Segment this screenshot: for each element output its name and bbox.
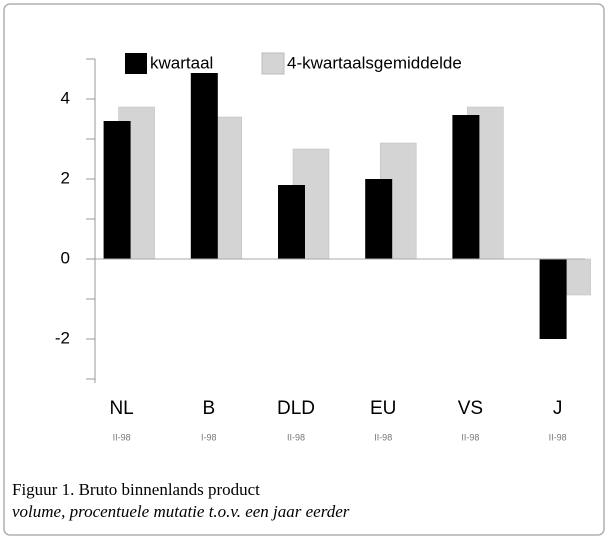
caption-title: Figuur 1. Bruto binnenlands product (12, 480, 260, 499)
period-label: II-98 (113, 432, 131, 442)
legend-label: 4-kwartaalsgemiddelde (287, 53, 462, 72)
legend-label: kwartaal (150, 53, 213, 72)
caption-subtitle: volume, procentuele mutatie t.o.v. een j… (12, 502, 350, 521)
bar (190, 73, 218, 259)
y-tick-label: 0 (61, 248, 70, 267)
x-tick-label: DLD (277, 398, 315, 419)
period-label: II-98 (287, 432, 305, 442)
x-tick-label: NL (109, 398, 133, 419)
legend-swatch (261, 52, 285, 75)
frame (3, 3, 605, 536)
y-tick-label: 2 (61, 168, 70, 187)
bar (365, 179, 393, 259)
bar (278, 185, 305, 259)
x-tick-label: VS (458, 398, 483, 419)
period-label: II-98 (461, 432, 479, 442)
bar (103, 121, 131, 259)
bar (452, 115, 480, 259)
x-tick-label: EU (370, 398, 396, 419)
period-label: II-98 (549, 432, 567, 442)
x-tick-label: B (202, 398, 215, 419)
bar (539, 259, 567, 339)
period-label: I-98 (201, 432, 217, 442)
y-tick-label: -2 (55, 328, 70, 347)
legend-swatch (125, 53, 147, 74)
period-label: II-98 (374, 432, 392, 442)
y-tick-label: 4 (61, 88, 70, 107)
x-tick-label: J (553, 398, 563, 419)
